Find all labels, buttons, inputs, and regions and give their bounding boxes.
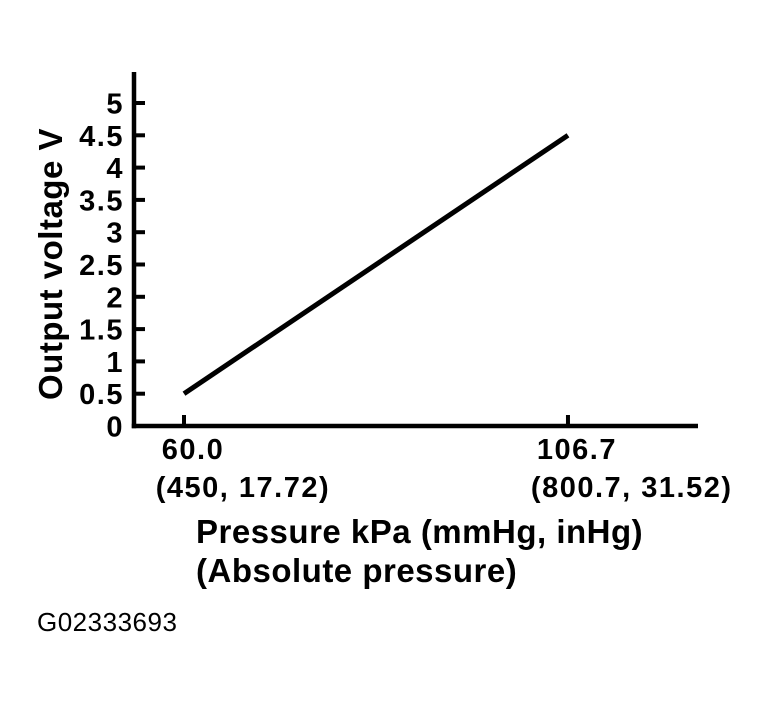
y-tick-label: 1.5 — [79, 315, 124, 347]
figure-id: G02333693 — [37, 607, 177, 637]
y-tick-label: 2.5 — [79, 250, 124, 282]
x-axis-ticks: 60.0 (450, 17.72) 106.7 (800.7, 31.52) — [156, 415, 733, 504]
axes — [131, 72, 698, 429]
y-tick-label: 0.5 — [79, 379, 124, 411]
x-tick-sublabel: (800.7, 31.52) — [531, 472, 733, 504]
x-axis-title-line2: (Absolute pressure) — [196, 552, 517, 589]
y-axis-ticks: 00.511.522.533.544.55 — [79, 89, 145, 444]
x-tick-sublabel: (450, 17.72) — [156, 472, 330, 504]
y-tick-label: 4.5 — [79, 121, 124, 153]
y-tick-label: 5 — [106, 89, 124, 121]
x-tick-label: 106.7 — [537, 434, 617, 466]
data-series — [182, 133, 570, 396]
y-axis-title: Output voltage V — [32, 128, 69, 400]
y-tick-label: 0 — [106, 412, 124, 444]
y-tick-label: 4 — [106, 153, 124, 185]
y-tick-label: 2 — [106, 282, 124, 314]
x-axis-title-line1: Pressure kPa (mmHg, inHg) — [196, 513, 643, 550]
y-tick-label: 3.5 — [79, 185, 124, 217]
y-tick-label: 3 — [106, 218, 124, 250]
x-tick-label: 60.0 — [162, 434, 224, 466]
y-tick-label: 1 — [106, 347, 124, 379]
data-line — [182, 133, 570, 396]
